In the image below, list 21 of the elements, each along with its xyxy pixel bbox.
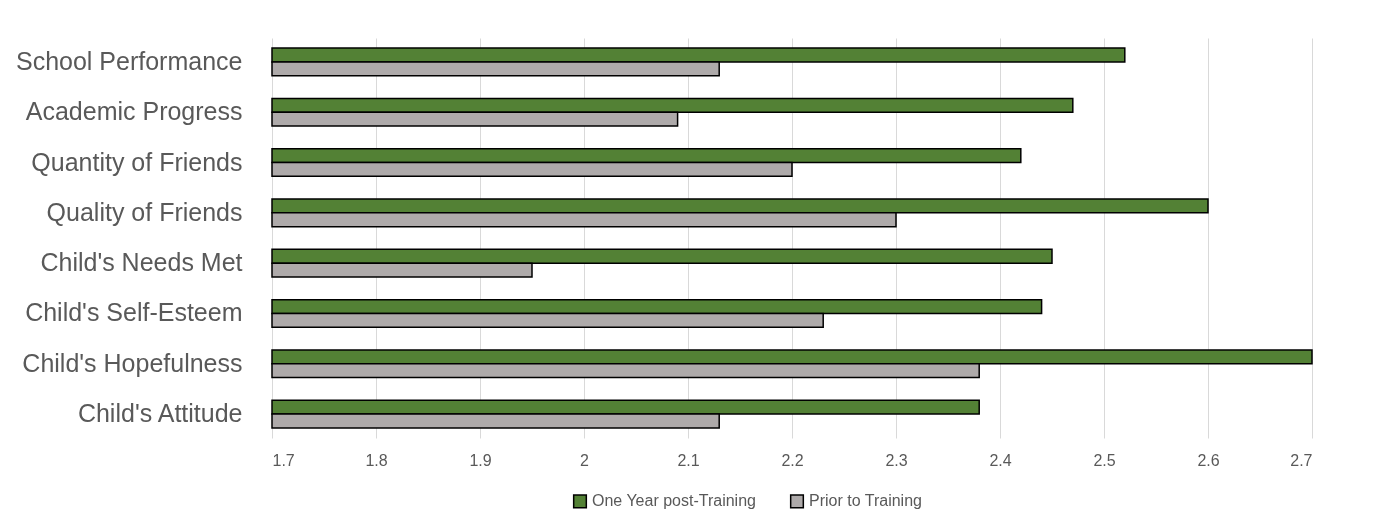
y-tick-label: School Performance [15,46,243,75]
legend-label: Prior to Training [809,492,922,510]
x-tick-label: 2.7 [1290,451,1313,469]
x-tick-label: 2.2 [781,451,804,469]
y-tick-label: Academic Progress [25,97,243,126]
x-tick-label: 2.3 [885,451,908,469]
y-tick-label: Child's Needs Met [40,248,243,277]
x-tick-label: 1.7 [272,451,295,469]
legend-label: One Year post-Training [592,492,756,510]
x-tick-label: 2 [580,451,590,469]
x-tick-label: 1.9 [469,451,492,469]
y-tick-label: Quality of Friends [46,197,243,226]
x-tick-label: 2.6 [1197,451,1220,469]
x-tick-label: 2.5 [1093,451,1116,469]
x-tick-label: 2.1 [677,451,700,469]
y-tick-label: Child's Hopefulness [22,348,243,377]
x-tick-label: 2.4 [989,451,1012,469]
x-tick-label: 1.8 [365,451,388,469]
y-tick-label: Quantity of Friends [31,147,243,176]
y-tick-label: Child's Attitude [77,399,243,428]
y-tick-label: Child's Self-Esteem [25,298,243,327]
